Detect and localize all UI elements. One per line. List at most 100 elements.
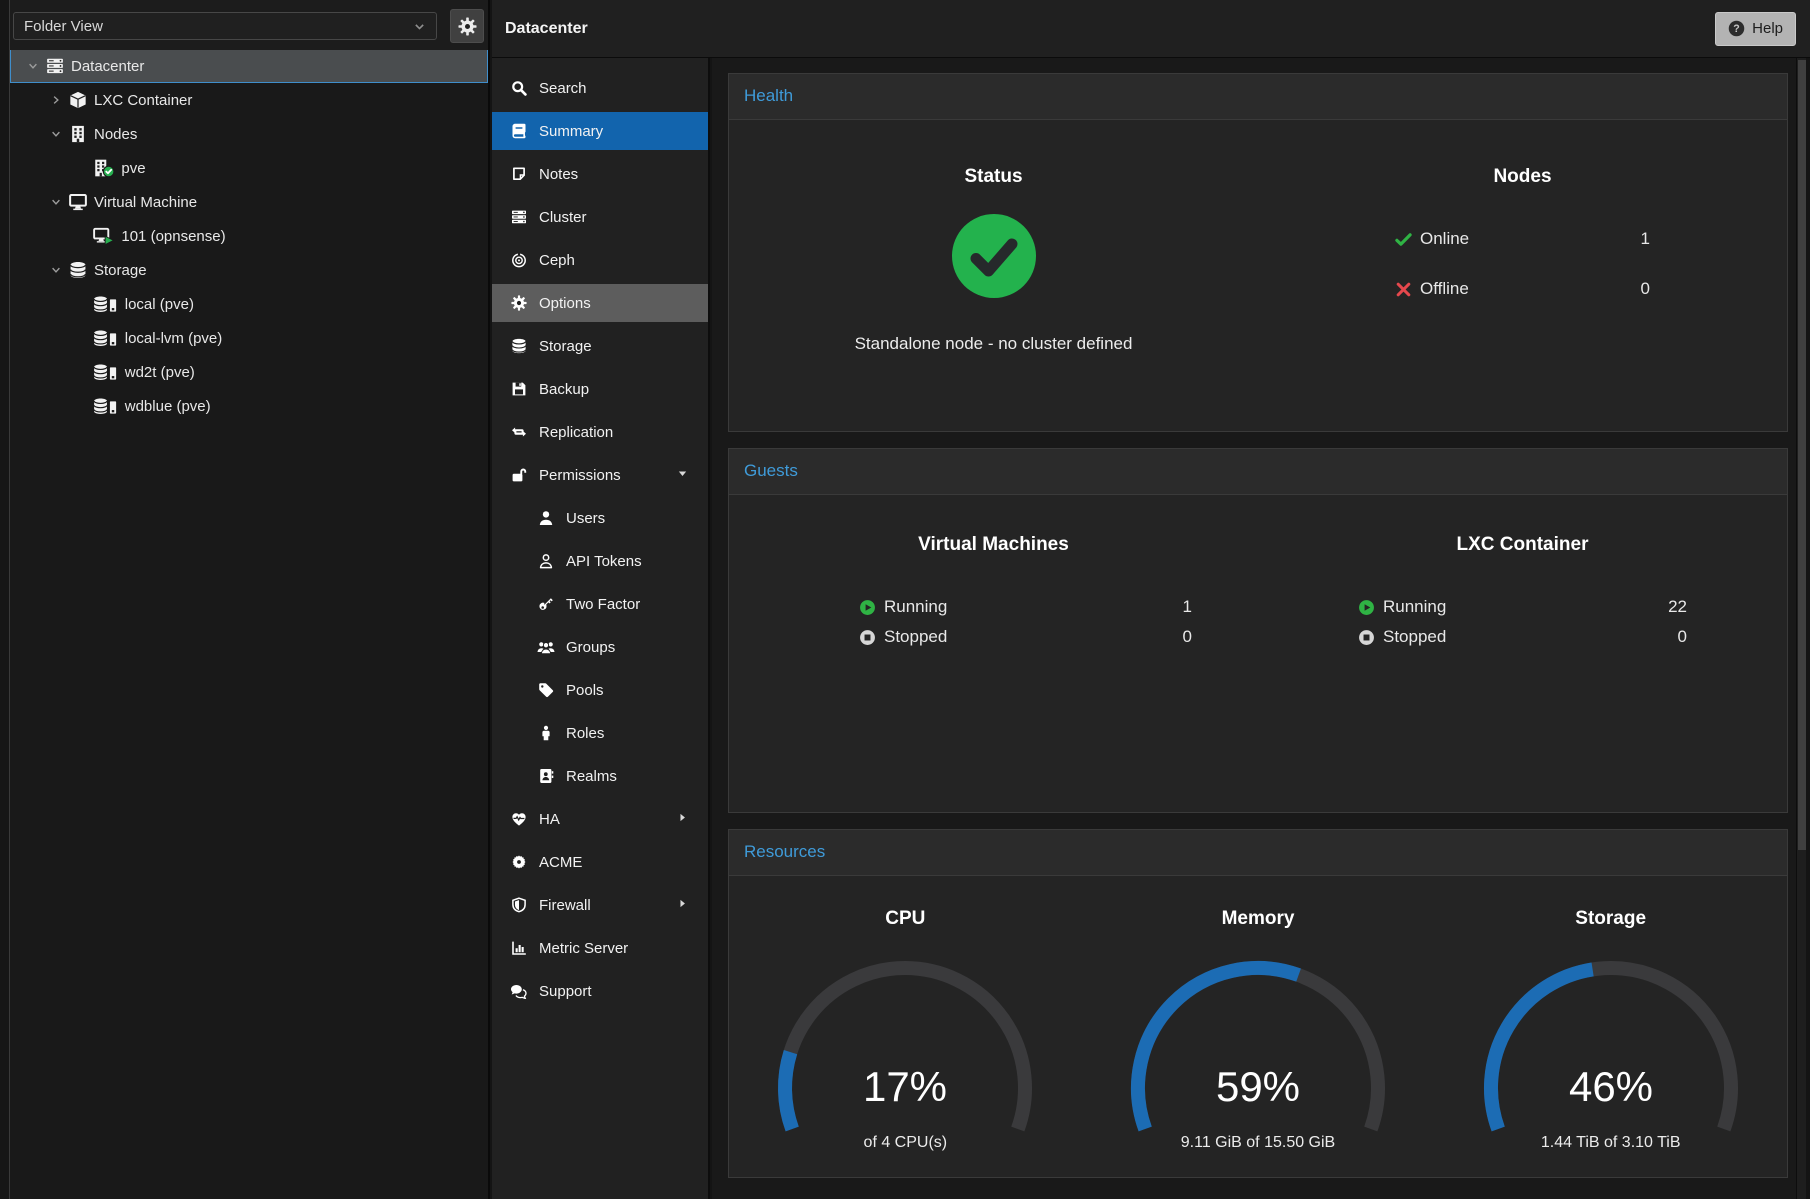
nav-item-acme[interactable]: ACME (492, 843, 708, 881)
nodes-heading: Nodes (1493, 166, 1551, 188)
caret-right-icon (676, 811, 689, 828)
nav-item-users[interactable]: Users (492, 499, 708, 537)
building-check-icon (93, 159, 114, 177)
nav-item-backup[interactable]: Backup (492, 370, 708, 408)
view-select-value: Folder View (24, 18, 103, 35)
tree-item-datacenter[interactable]: Datacenter (10, 49, 488, 83)
tree-item-label: pve (121, 160, 145, 177)
nav-item-pools[interactable]: Pools (492, 671, 708, 709)
tree-item-virtual-machine[interactable]: Virtual Machine (10, 185, 488, 219)
tree-item-local-lvm-pve[interactable]: local-lvm (pve) (10, 321, 488, 355)
page-title: Datacenter (505, 20, 588, 38)
proxmox-datacenter-window: Folder View DatacenterLXC ContainerNodes… (0, 0, 1810, 1199)
monitor-play-icon (93, 227, 114, 245)
nav-item-label: Backup (539, 381, 589, 398)
nav-item-support[interactable]: Support (492, 972, 708, 1010)
chevron-down-icon (413, 20, 426, 33)
nav-item-metric-server[interactable]: Metric Server (492, 929, 708, 967)
play-circle-icon (859, 599, 876, 616)
guest-status-value: 1 (1183, 597, 1192, 617)
user-icon (536, 510, 555, 526)
nav-item-label: Notes (539, 166, 578, 183)
database-drive-icon (93, 363, 118, 381)
nav-item-two-factor[interactable]: Two Factor (492, 585, 708, 623)
nav-item-label: Support (539, 983, 592, 1000)
tree-item-local-pve[interactable]: local (pve) (10, 287, 488, 321)
tree-settings-button[interactable] (450, 9, 484, 43)
tree-item-label: wdblue (pve) (125, 398, 211, 415)
database-icon (69, 261, 87, 279)
resource-tree-panel: Folder View DatacenterLXC Container Nodes… (10, 0, 490, 1199)
resource-heading: CPU (885, 908, 925, 930)
nav-item-summary[interactable]: Summary (492, 112, 708, 150)
tree-item-lxc-container[interactable]: LXC Container (10, 83, 488, 117)
nav-item-api-tokens[interactable]: API Tokens (492, 542, 708, 580)
tree-expanded-icon (48, 128, 63, 140)
tag-icon (536, 682, 555, 698)
resource-tree: DatacenterLXC Container Nodes pve Virtual M… (10, 49, 488, 423)
nav-item-options[interactable]: Options (492, 284, 708, 322)
cluster-status-message: Standalone node - no cluster defined (855, 334, 1133, 354)
nav-item-label: Two Factor (566, 596, 640, 613)
person-icon (536, 725, 555, 741)
nav-item-label: Metric Server (539, 940, 628, 957)
tree-item-label: Nodes (94, 126, 137, 143)
tree-item-wd2t-pve[interactable]: wd2t (pve) (10, 355, 488, 389)
tree-expanded-icon (25, 60, 40, 72)
nav-item-replication[interactable]: Replication (492, 413, 708, 451)
nav-item-groups[interactable]: Groups (492, 628, 708, 666)
cube-icon (69, 91, 87, 109)
check-icon (1395, 231, 1412, 248)
health-panel: Health Status Standalone node - no clust… (728, 73, 1788, 432)
play-circle-icon (1358, 599, 1375, 616)
content-header: Datacenter ? Help (492, 0, 1810, 58)
cross-icon (1395, 281, 1412, 298)
nav-item-ceph[interactable]: Ceph (492, 241, 708, 279)
unlock-icon (509, 467, 528, 483)
tree-item-pve[interactable]: pve (10, 151, 488, 185)
floppy-icon (509, 381, 528, 397)
help-button[interactable]: ? Help (1715, 12, 1796, 46)
server-rack-icon (46, 57, 64, 75)
svg-text:?: ? (1733, 23, 1739, 35)
nav-item-realms[interactable]: Realms (492, 757, 708, 795)
nav-item-firewall[interactable]: Firewall (492, 886, 708, 924)
nav-item-label: Replication (539, 424, 613, 441)
nav-item-search[interactable]: Search (492, 69, 708, 107)
nav-item-permissions[interactable]: Permissions (492, 456, 708, 494)
node-status-row-online: Online1 (1395, 214, 1650, 264)
nav-item-roles[interactable]: Roles (492, 714, 708, 752)
scrollbar-thumb[interactable] (1798, 60, 1806, 850)
status-heading: Status (964, 166, 1022, 188)
nav-item-label: Cluster (539, 209, 587, 226)
gear-icon (509, 295, 528, 311)
guest-status-row-running: Running1 (859, 592, 1192, 622)
guests-panel-title: Guests (729, 449, 1787, 495)
tree-item-label: 101 (opnsense) (121, 228, 225, 245)
nav-item-notes[interactable]: Notes (492, 155, 708, 193)
nodes-status-rows: Online1Offline0 (1395, 214, 1650, 314)
tree-item-label: Virtual Machine (94, 194, 197, 211)
vertical-scrollbar[interactable] (1796, 58, 1806, 1199)
nav-item-label: HA (539, 811, 560, 828)
tree-item-101-opnsense[interactable]: 101 (opnsense) (10, 219, 488, 253)
resource-gauge-storage: Storage46%1.44 TiB of 3.10 TiB (1434, 876, 1787, 1152)
nav-item-ha[interactable]: HA (492, 800, 708, 838)
guests-column-lxc-container: LXC ContainerRunning22Stopped0 (1258, 495, 1787, 652)
tree-item-label: local (pve) (125, 296, 194, 313)
database-drive-icon (93, 397, 118, 415)
view-mode-select[interactable]: Folder View (13, 12, 437, 40)
guest-status-value: 0 (1678, 627, 1687, 647)
tree-item-storage[interactable]: Storage (10, 253, 488, 287)
tree-item-wdblue-pve[interactable]: wdblue (pve) (10, 389, 488, 423)
seal-icon (509, 854, 528, 870)
nav-item-label: Firewall (539, 897, 591, 914)
nav-item-cluster[interactable]: Cluster (492, 198, 708, 236)
nav-item-storage[interactable]: Storage (492, 327, 708, 365)
tree-item-nodes[interactable]: Nodes (10, 117, 488, 151)
resource-heading: Memory (1222, 908, 1295, 930)
book-icon (509, 123, 528, 139)
status-ok-icon (950, 212, 1038, 300)
guest-status-row-running: Running22 (1358, 592, 1687, 622)
gauge-sublabel: 9.11 GiB of 15.50 GiB (1181, 1134, 1335, 1152)
